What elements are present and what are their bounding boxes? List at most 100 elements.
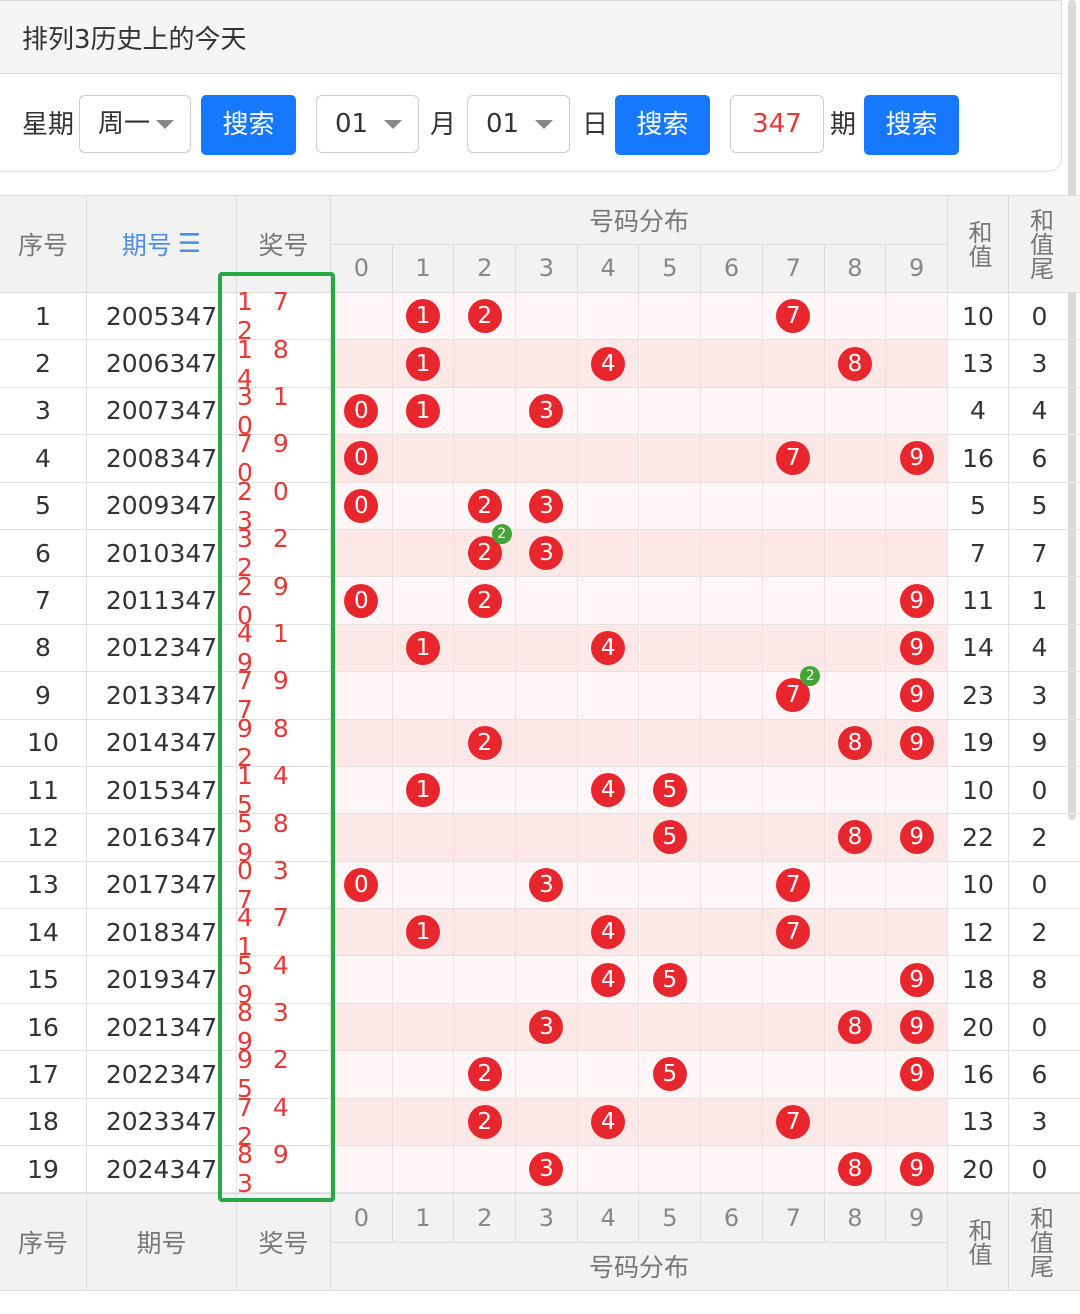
cell-prize: 9 2 5 <box>237 1045 331 1103</box>
cell-issue: 2010347 <box>87 529 237 577</box>
cell-digit-5: 5 <box>639 956 702 1003</box>
cell-digit-8 <box>824 956 887 1003</box>
cell-digit-3 <box>516 672 578 719</box>
cell-digit-9 <box>886 766 948 814</box>
cell-digit-7 <box>762 387 825 435</box>
cell-prize: 2 0 3 <box>237 477 331 535</box>
digit-header-9: 9 <box>886 1194 948 1243</box>
cell-prize: 8 9 3 <box>237 1140 331 1198</box>
cell-digit-4 <box>577 672 640 719</box>
cell-sum: 7 <box>948 529 1009 577</box>
cell-digit-0: 0 <box>331 387 393 435</box>
ball-9: 9 <box>899 1152 934 1187</box>
cell-digit-6 <box>701 1146 763 1193</box>
cell-digit-1 <box>392 577 455 624</box>
ball-2: 2 <box>467 488 502 523</box>
cell-digit-0: 0 <box>331 435 393 482</box>
cell-digit-2: 2 <box>454 1051 517 1098</box>
month-label: 月 <box>430 110 457 140</box>
cell-prize: 1 7 2 <box>237 287 331 345</box>
footer-sum: 和值 <box>948 1194 1009 1291</box>
digit-header-6: 6 <box>701 1194 763 1243</box>
cell-digit-8 <box>824 1098 887 1146</box>
issue-search-button[interactable]: 搜索 <box>864 95 959 155</box>
cell-issue: 2014347 <box>87 719 237 766</box>
header-issue-label: 期号 <box>121 231 172 260</box>
cell-digit-7 <box>762 1146 825 1193</box>
cell-digit-5 <box>639 482 702 529</box>
cell-digit-8 <box>824 482 887 529</box>
cell-sum: 5 <box>948 482 1009 529</box>
day-value: 01 <box>486 109 520 139</box>
sort-icon[interactable]: ☰ <box>177 229 202 259</box>
cell-sum: 23 <box>948 672 1009 719</box>
cell-tail: 0 <box>1031 1012 1048 1042</box>
cell-tail: 0 <box>1031 870 1048 900</box>
header-distribution: 号码分布 <box>331 196 948 244</box>
cell-digit-1: 1 <box>392 909 455 956</box>
cell-digit-6 <box>701 1051 763 1098</box>
ball-1: 1 <box>406 773 441 808</box>
ball-5: 5 <box>652 962 687 997</box>
cell-digit-7 <box>762 624 825 672</box>
footer-issue: 期号 <box>87 1194 237 1291</box>
cell-digit-9: 9 <box>886 719 948 766</box>
cell-digit-0 <box>331 293 393 340</box>
cell-seq: 11 <box>0 766 87 814</box>
digit-header-6: 6 <box>701 244 763 292</box>
cell-digit-7 <box>762 814 825 861</box>
cell-digit-4 <box>577 1051 640 1098</box>
cell-tail: 6 <box>1031 443 1048 473</box>
weekday-label: 星期 <box>22 110 75 140</box>
cell-seq: 12 <box>0 814 87 861</box>
ball-7: 7 <box>776 299 811 334</box>
cell-digit-7 <box>762 529 825 577</box>
cell-digit-9: 9 <box>886 1146 948 1193</box>
cell-digit-1 <box>392 1051 455 1098</box>
cell-digit-9 <box>886 861 948 909</box>
day-select[interactable]: 01 <box>467 95 570 153</box>
cell-prize: 9 8 2 <box>237 714 331 772</box>
cell-digit-5 <box>639 1003 702 1051</box>
cell-digit-5: 5 <box>639 814 702 861</box>
cell-digit-8 <box>824 293 887 340</box>
cell-sum: 10 <box>948 861 1009 909</box>
weekday-search-button[interactable]: 搜索 <box>201 95 296 155</box>
table-row: 14 2018347 4 7 1 1 4 7 12 2 <box>0 903 1080 961</box>
cell-digit-1 <box>392 435 455 482</box>
ball-2: 2 <box>467 1104 502 1139</box>
cell-digit-6 <box>701 956 763 1003</box>
cell-prize: 7 9 7 <box>237 666 331 724</box>
cell-digit-6 <box>701 435 763 482</box>
cell-seq: 5 <box>0 482 87 529</box>
digit-header-5: 5 <box>640 244 702 292</box>
cell-digit-7 <box>762 719 825 766</box>
weekday-select[interactable]: 周一 <box>79 95 191 153</box>
header-issue[interactable]: 期号 ☰ <box>87 196 237 292</box>
cell-digit-3 <box>516 577 578 624</box>
date-search-button[interactable]: 搜索 <box>615 95 710 155</box>
month-select[interactable]: 01 <box>316 95 419 153</box>
cell-issue: 2007347 <box>87 387 237 435</box>
cell-issue: 2023347 <box>87 1098 237 1146</box>
cell-tail: 3 <box>1031 680 1048 710</box>
chevron-down-icon <box>384 120 402 129</box>
cell-digit-2: 2 <box>454 577 517 624</box>
cell-tail: 0 <box>1031 301 1048 331</box>
cell-seq: 17 <box>0 1051 87 1098</box>
cell-sum: 10 <box>948 766 1009 814</box>
cell-digit-1 <box>392 529 455 577</box>
issue-input[interactable]: 347 <box>730 95 824 153</box>
cell-digit-4 <box>577 435 640 482</box>
cell-digit-0 <box>331 1098 393 1146</box>
cell-sum: 12 <box>948 909 1009 956</box>
cell-tail: 0 <box>1031 1154 1048 1184</box>
cell-prize: 7 4 2 <box>237 1093 331 1151</box>
ball-3: 3 <box>529 1152 564 1187</box>
cell-issue: 2013347 <box>87 672 237 719</box>
page-scrollbar[interactable] <box>1068 0 1076 820</box>
cell-digit-2: 2 <box>454 482 517 529</box>
table-row: 15 2019347 5 4 9 4 5 9 18 8 <box>0 951 1080 1009</box>
